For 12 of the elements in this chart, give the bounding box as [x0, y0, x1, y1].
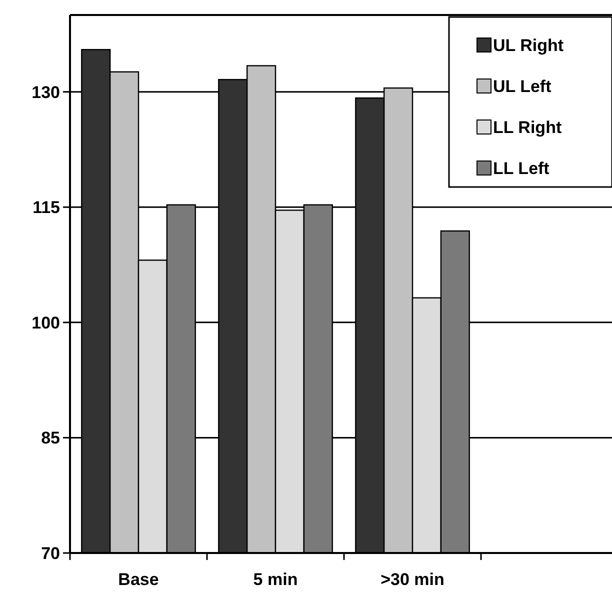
y-tick-label: 85 — [41, 428, 60, 448]
y-tick-label: 100 — [32, 313, 60, 332]
x-tick-label: >30 min — [380, 570, 444, 589]
y-tick-label: 70 — [41, 544, 60, 563]
y-tick-label: 130 — [32, 82, 60, 102]
legend-label: UL Right — [493, 36, 564, 55]
legend-label: LL Right — [493, 118, 562, 137]
y-tick-label: 115 — [32, 198, 60, 218]
legend-label: LL Left — [493, 158, 550, 178]
x-tick-label: Base — [118, 570, 159, 589]
legend-label: UL Left — [493, 76, 552, 96]
x-tick-label: 5 min — [253, 570, 298, 589]
